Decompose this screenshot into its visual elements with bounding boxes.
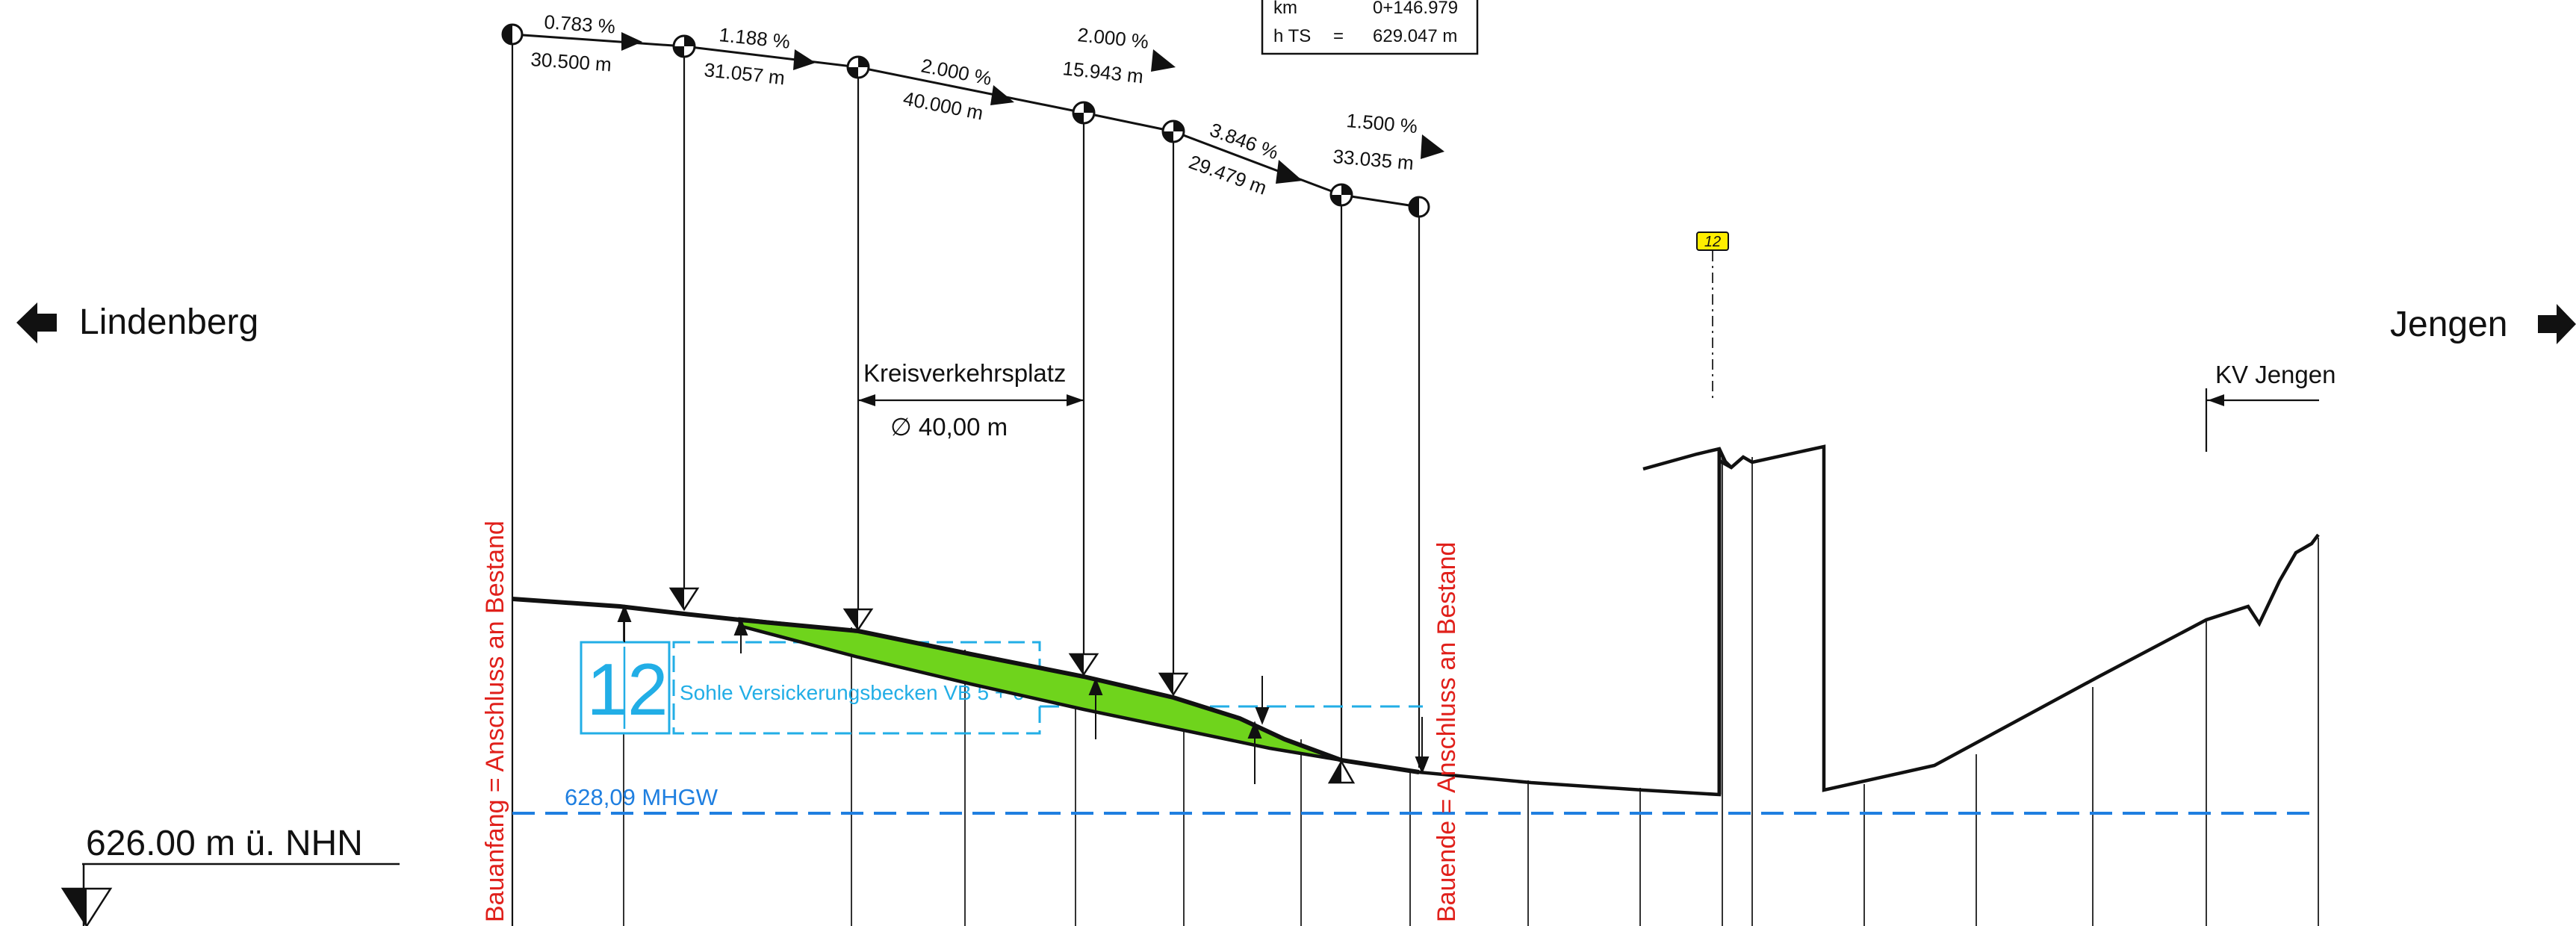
direction-left: Lindenberg bbox=[16, 302, 258, 344]
info-box: km 0+146.979 h TS = 629.047 m bbox=[1261, 0, 1479, 55]
tangent-point-lines bbox=[511, 34, 1421, 926]
info-hts-label: h TS bbox=[1273, 26, 1311, 46]
gradient-segment: 2.000 % 15.943 m bbox=[1061, 23, 1176, 87]
kv-jengen-annotation: KV Jengen bbox=[2205, 361, 2336, 452]
tangent-point-icon bbox=[1329, 183, 1353, 207]
direction-arrow-icon bbox=[793, 49, 816, 70]
direction-arrow-icon bbox=[1276, 160, 1303, 184]
arrow-right-icon bbox=[2538, 304, 2576, 344]
info-hts-value: 629.047 m bbox=[1373, 26, 1457, 46]
direction-arrow-icon bbox=[990, 85, 1014, 105]
roundabout-annotation: Kreisverkehrsplatz ∅ 40,00 m bbox=[858, 359, 1084, 441]
direction-arrow-icon bbox=[621, 32, 642, 51]
design-profile-line bbox=[512, 597, 1420, 774]
basin-number: 12 bbox=[586, 648, 668, 730]
info-hts-eq: = bbox=[1333, 26, 1344, 46]
gradient-percent: 3.846 % bbox=[1207, 118, 1282, 164]
tangent-point-icon bbox=[1072, 101, 1096, 125]
direction-left-label: Lindenberg bbox=[79, 302, 258, 342]
gradient-segment: 1.500 % 33.035 m bbox=[1332, 109, 1444, 174]
station-tag bbox=[1696, 232, 1729, 251]
dimension-arrows bbox=[617, 604, 1430, 784]
gradient-length: 40.000 m bbox=[901, 87, 985, 124]
level-markers bbox=[668, 587, 1356, 784]
terrain-station-lines bbox=[623, 457, 2319, 926]
groundwater-level: 628,09 MHGW bbox=[512, 784, 2318, 815]
gradient-percent: 2.000 % bbox=[1076, 23, 1149, 53]
direction-arrow-icon bbox=[1151, 49, 1176, 72]
reference-level-label: 626.00 m ü. NHN bbox=[86, 824, 363, 863]
direction-right: Jengen bbox=[2390, 304, 2576, 344]
half-point-icon bbox=[501, 23, 524, 46]
direction-arrow-icon bbox=[1421, 134, 1444, 159]
existing-ground-line bbox=[739, 444, 2320, 797]
info-km-label: km bbox=[1273, 0, 1297, 18]
groundwater-label: 628,09 MHGW bbox=[565, 784, 719, 810]
build-end-label: Bauende = Anschluss an Bestand bbox=[1433, 542, 1461, 922]
gradient-segment: 0.783 % 30.500 m bbox=[530, 10, 642, 76]
station-marker: 12 bbox=[1696, 232, 1729, 400]
gradient-length: 30.500 m bbox=[530, 48, 612, 75]
gradient-length: 31.057 m bbox=[703, 58, 786, 89]
roundabout-title: Kreisverkehrsplatz bbox=[863, 359, 1066, 387]
gradient-percent: 1.188 % bbox=[718, 23, 791, 53]
reference-level: 626.00 m ü. NHN bbox=[60, 824, 400, 926]
gradient-length: 15.943 m bbox=[1061, 57, 1144, 87]
basin-annotation: 12 Sohle Versickerungsbecken VB 5 + 6 bbox=[580, 641, 1423, 735]
gradient-length: 29.479 m bbox=[1186, 150, 1270, 199]
tangent-point-icon bbox=[846, 55, 870, 79]
tangent-point-icon bbox=[1161, 119, 1185, 143]
build-start-label: Bauanfang = Anschluss an Bestand bbox=[481, 521, 509, 922]
arrow-left-icon bbox=[16, 302, 57, 344]
basin-label: Sohle Versickerungsbecken VB 5 + 6 bbox=[680, 681, 1025, 704]
gradient-percent: 2.000 % bbox=[919, 54, 993, 90]
direction-right-label: Jengen bbox=[2390, 305, 2507, 344]
half-point-icon bbox=[1408, 196, 1430, 218]
gradient-length: 33.035 m bbox=[1332, 145, 1415, 174]
roundabout-diameter: ∅ 40,00 m bbox=[890, 413, 1008, 441]
gradient-segment: 2.000 % 40.000 m bbox=[901, 54, 1014, 125]
station-tag-label: 12 bbox=[1704, 234, 1721, 250]
kv-jengen-label: KV Jengen bbox=[2215, 361, 2336, 388]
info-km-value: 0+146.979 bbox=[1373, 0, 1458, 18]
tangent-point-icon bbox=[672, 34, 696, 58]
gradient-percent: 0.783 % bbox=[544, 10, 616, 38]
tangent-point-symbols bbox=[501, 23, 1430, 218]
gradient-percent: 1.500 % bbox=[1345, 109, 1418, 137]
